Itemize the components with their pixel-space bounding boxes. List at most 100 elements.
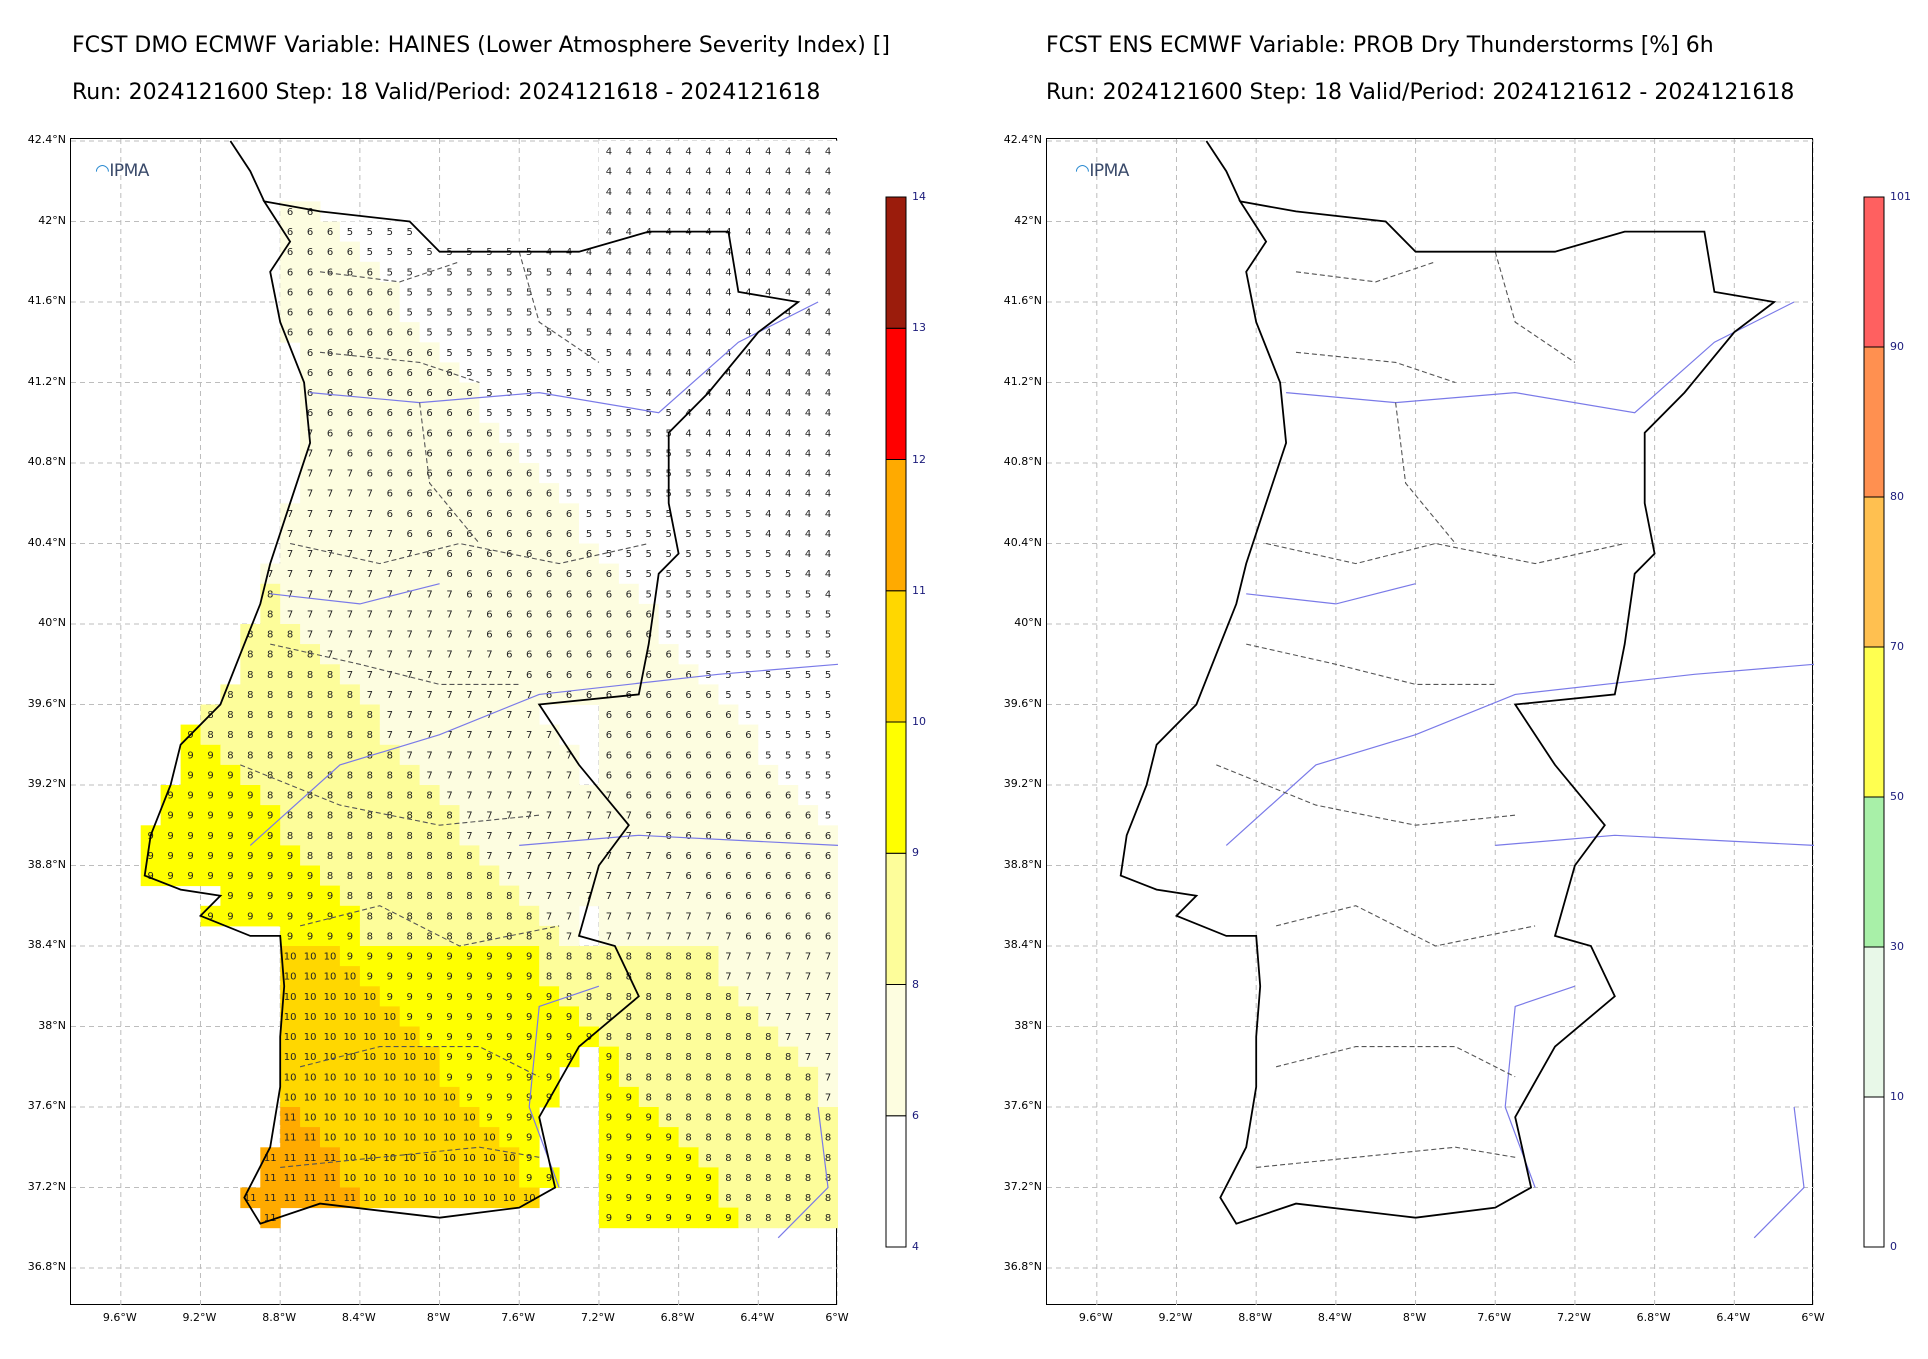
svg-text:6: 6 xyxy=(685,690,691,701)
svg-text:6: 6 xyxy=(367,448,373,459)
svg-text:9: 9 xyxy=(506,1113,512,1124)
svg-text:10: 10 xyxy=(344,1012,357,1023)
svg-text:7: 7 xyxy=(387,549,393,560)
svg-text:10: 10 xyxy=(324,1052,337,1063)
svg-text:8: 8 xyxy=(307,650,313,661)
svg-text:9: 9 xyxy=(207,750,213,761)
svg-text:10: 10 xyxy=(403,1133,416,1144)
svg-text:5: 5 xyxy=(546,348,552,359)
svg-text:7: 7 xyxy=(367,529,373,540)
svg-text:10: 10 xyxy=(363,1113,376,1124)
svg-text:7: 7 xyxy=(426,710,432,721)
svg-text:5: 5 xyxy=(526,267,532,278)
svg-text:6: 6 xyxy=(685,670,691,681)
svg-text:8: 8 xyxy=(407,931,413,942)
svg-text:8: 8 xyxy=(387,891,393,902)
right-lat-tick-10: 38.4°N xyxy=(1003,938,1042,951)
svg-text:7: 7 xyxy=(387,529,393,540)
svg-text:6: 6 xyxy=(606,630,612,641)
svg-text:4: 4 xyxy=(606,187,612,198)
svg-text:7: 7 xyxy=(307,448,313,459)
svg-text:7: 7 xyxy=(765,952,771,963)
svg-text:4: 4 xyxy=(745,247,751,258)
svg-text:6: 6 xyxy=(586,670,592,681)
svg-text:5: 5 xyxy=(606,448,612,459)
svg-text:6: 6 xyxy=(307,388,313,399)
svg-text:8: 8 xyxy=(347,871,353,882)
svg-text:6: 6 xyxy=(705,750,711,761)
right-lon-tick-9: 6°W xyxy=(1801,1311,1825,1324)
svg-text:4: 4 xyxy=(745,227,751,238)
svg-text:7: 7 xyxy=(466,811,472,822)
svg-text:7: 7 xyxy=(546,791,552,802)
svg-text:6: 6 xyxy=(486,609,492,620)
svg-text:9: 9 xyxy=(526,1113,532,1124)
svg-text:5: 5 xyxy=(466,247,472,258)
svg-text:6: 6 xyxy=(327,388,333,399)
svg-text:4: 4 xyxy=(666,187,672,198)
svg-text:7: 7 xyxy=(785,992,791,1003)
svg-text:5: 5 xyxy=(626,388,632,399)
svg-text:8: 8 xyxy=(666,1113,672,1124)
left-lat-tick-14: 36.8°N xyxy=(27,1260,66,1273)
svg-text:10: 10 xyxy=(463,1113,476,1124)
svg-text:9: 9 xyxy=(187,851,193,862)
svg-text:8: 8 xyxy=(267,609,273,620)
right-colorbar-segment-6 xyxy=(1863,196,1885,348)
svg-text:5: 5 xyxy=(626,489,632,500)
svg-text:4: 4 xyxy=(765,328,771,339)
svg-text:7: 7 xyxy=(407,670,413,681)
svg-text:8: 8 xyxy=(347,710,353,721)
svg-text:5: 5 xyxy=(685,448,691,459)
svg-text:6: 6 xyxy=(705,851,711,862)
svg-text:11: 11 xyxy=(324,1153,337,1164)
svg-text:10: 10 xyxy=(403,1092,416,1103)
left-colorbar-label-3: 9 xyxy=(912,846,919,860)
svg-text:7: 7 xyxy=(466,710,472,721)
svg-text:10: 10 xyxy=(284,1012,297,1023)
svg-text:6: 6 xyxy=(705,811,711,822)
svg-text:6: 6 xyxy=(685,791,691,802)
svg-text:4: 4 xyxy=(646,287,652,298)
svg-text:9: 9 xyxy=(287,891,293,902)
svg-text:5: 5 xyxy=(606,428,612,439)
svg-text:10: 10 xyxy=(423,1113,436,1124)
svg-text:6: 6 xyxy=(446,529,452,540)
svg-text:6: 6 xyxy=(387,348,393,359)
svg-text:9: 9 xyxy=(267,871,273,882)
svg-text:9: 9 xyxy=(207,911,213,922)
svg-text:5: 5 xyxy=(725,650,731,661)
svg-text:4: 4 xyxy=(725,448,731,459)
svg-text:6: 6 xyxy=(606,730,612,741)
svg-text:10: 10 xyxy=(383,1092,396,1103)
svg-text:5: 5 xyxy=(666,569,672,580)
svg-text:7: 7 xyxy=(426,589,432,600)
left-lat-tick-11: 38°N xyxy=(38,1018,66,1032)
svg-text:4: 4 xyxy=(666,207,672,218)
svg-text:8: 8 xyxy=(327,710,333,721)
svg-text:5: 5 xyxy=(825,650,831,661)
svg-text:4: 4 xyxy=(805,187,811,198)
svg-text:9: 9 xyxy=(187,791,193,802)
left-colorbar-label-4: 10 xyxy=(912,715,926,728)
svg-text:8: 8 xyxy=(685,1133,691,1144)
svg-text:5: 5 xyxy=(606,348,612,359)
svg-text:8: 8 xyxy=(307,670,313,681)
svg-text:8: 8 xyxy=(705,952,711,963)
svg-text:5: 5 xyxy=(566,408,572,419)
svg-text:6: 6 xyxy=(785,811,791,822)
svg-text:7: 7 xyxy=(666,891,672,902)
svg-text:9: 9 xyxy=(526,1052,532,1063)
svg-text:6: 6 xyxy=(307,368,313,379)
svg-text:4: 4 xyxy=(825,529,831,540)
svg-text:8: 8 xyxy=(745,1153,751,1164)
svg-text:7: 7 xyxy=(367,630,373,641)
svg-text:5: 5 xyxy=(666,589,672,600)
svg-text:9: 9 xyxy=(506,952,512,963)
svg-text:5: 5 xyxy=(765,569,771,580)
svg-text:7: 7 xyxy=(367,489,373,500)
left-lat-tick-1: 42°N xyxy=(38,213,66,227)
svg-text:7: 7 xyxy=(446,750,452,761)
svg-text:4: 4 xyxy=(785,469,791,480)
svg-text:7: 7 xyxy=(287,509,293,520)
